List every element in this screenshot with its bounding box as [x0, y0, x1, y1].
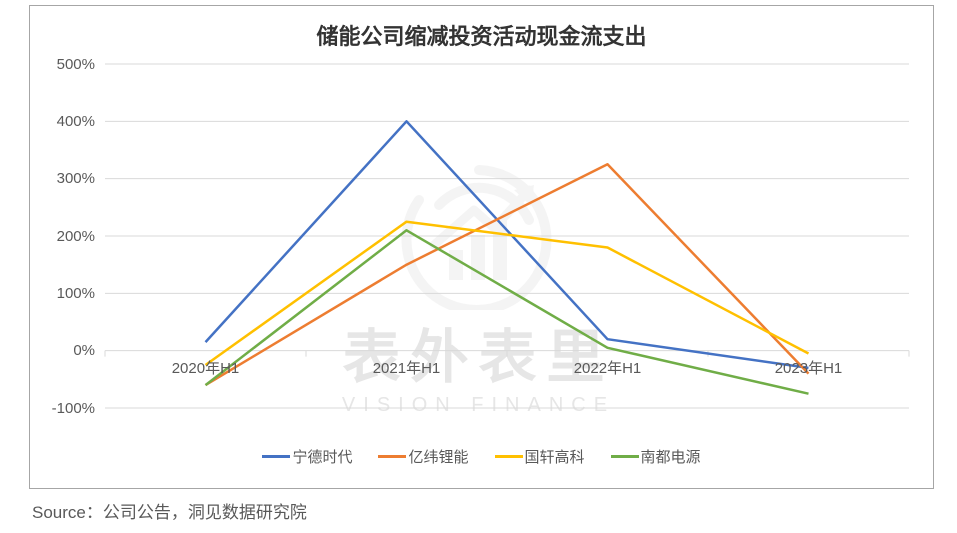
- y-tick-label: 300%: [35, 170, 95, 187]
- y-tick-label: 200%: [35, 228, 95, 245]
- y-tick-label: 100%: [35, 285, 95, 302]
- legend-item: 南都电源: [611, 446, 701, 467]
- legend-item: 宁德时代: [262, 446, 352, 467]
- legend-label: 亿纬锂能: [408, 446, 468, 467]
- legend-swatch: [262, 455, 290, 458]
- legend-swatch: [611, 455, 639, 458]
- x-tick-label: 2021年H1: [347, 357, 467, 378]
- x-tick-label: 2023年H1: [749, 357, 869, 378]
- y-tick-label: 0%: [35, 342, 95, 359]
- legend: 宁德时代 亿纬锂能 国轩高科 南都电源: [29, 446, 934, 467]
- source-label: Source：公司公告，洞见数据研究院: [32, 498, 307, 523]
- legend-item: 亿纬锂能: [378, 446, 468, 467]
- legend-item: 国轩高科: [495, 446, 585, 467]
- series-line: [206, 230, 809, 393]
- y-tick-label: 400%: [35, 113, 95, 130]
- chart-title: 储能公司缩减投资活动现金流支出: [29, 19, 934, 51]
- y-tick-label: -100%: [35, 400, 95, 417]
- x-tick-label: 2020年H1: [146, 357, 266, 378]
- legend-label: 南都电源: [641, 446, 701, 467]
- legend-swatch: [378, 455, 406, 458]
- legend-label: 国轩高科: [525, 446, 585, 467]
- y-tick-label: 500%: [35, 56, 95, 73]
- legend-label: 宁德时代: [292, 446, 352, 467]
- x-tick-label: 2022年H1: [548, 357, 668, 378]
- series-line: [206, 164, 809, 385]
- legend-swatch: [495, 455, 523, 458]
